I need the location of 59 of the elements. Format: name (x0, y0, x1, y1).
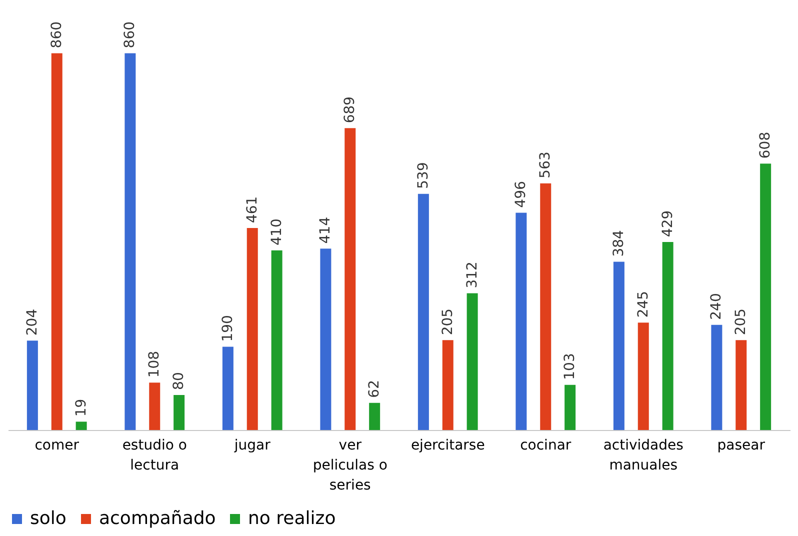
bar (613, 262, 624, 430)
bar (174, 394, 185, 430)
bar (466, 293, 478, 430)
bar (149, 382, 160, 430)
data-label: 563 (538, 152, 554, 178)
data-label: 19 (73, 398, 90, 417)
data-label: 860 (48, 21, 65, 48)
bar (540, 183, 552, 430)
bar (51, 53, 62, 430)
bar (271, 250, 282, 430)
bar (760, 164, 772, 430)
data-label: 429 (660, 210, 676, 238)
x-tick-label: estudio o lectura (122, 438, 187, 474)
x-tick-label: ver peliculas o series (312, 438, 388, 494)
data-label: 80 (171, 372, 188, 390)
x-tick-label: comer (34, 438, 80, 454)
data-label: 410 (268, 218, 285, 246)
bar (320, 248, 332, 430)
bar (442, 340, 454, 430)
data-label: 539 (415, 162, 432, 189)
bar (662, 242, 674, 430)
bar (26, 340, 38, 430)
data-label: 461 (244, 196, 260, 224)
data-label: 245 (635, 290, 652, 318)
legend-label: solo (30, 508, 66, 529)
bar (222, 346, 234, 430)
x-tick-label: jugar (233, 438, 271, 454)
x-tick-label: cocinar (520, 438, 572, 454)
data-label: 108 (146, 350, 163, 378)
bar (564, 384, 576, 430)
data-label: 62 (366, 380, 383, 398)
data-label: 205 (733, 308, 750, 336)
bar (246, 228, 258, 430)
bar (124, 53, 136, 430)
bar (711, 324, 722, 430)
x-tick-label: ejercitarse (410, 438, 485, 454)
data-label: 608 (758, 132, 774, 159)
data-label: 190 (220, 315, 236, 342)
legend-label: no realizo (248, 508, 336, 529)
bar (418, 194, 429, 430)
bar (369, 402, 380, 430)
x-tick-label: actividades manuales (603, 438, 684, 474)
bar (516, 212, 527, 430)
bar (736, 340, 747, 430)
data-label: 860 (122, 21, 138, 48)
data-label: 312 (464, 262, 480, 288)
data-label: 689 (342, 96, 358, 124)
legend-label: acompañado (99, 508, 216, 529)
data-label: 240 (708, 293, 725, 320)
bar (638, 322, 649, 430)
bar (76, 422, 87, 430)
data-label: 496 (513, 180, 530, 208)
data-label: 103 (562, 353, 578, 380)
data-label: 384 (610, 230, 627, 257)
data-label: 205 (440, 308, 456, 336)
data-label: 204 (24, 308, 40, 336)
x-tick-label: pasear (717, 438, 766, 454)
bar (344, 128, 356, 430)
data-label: 414 (318, 216, 334, 244)
